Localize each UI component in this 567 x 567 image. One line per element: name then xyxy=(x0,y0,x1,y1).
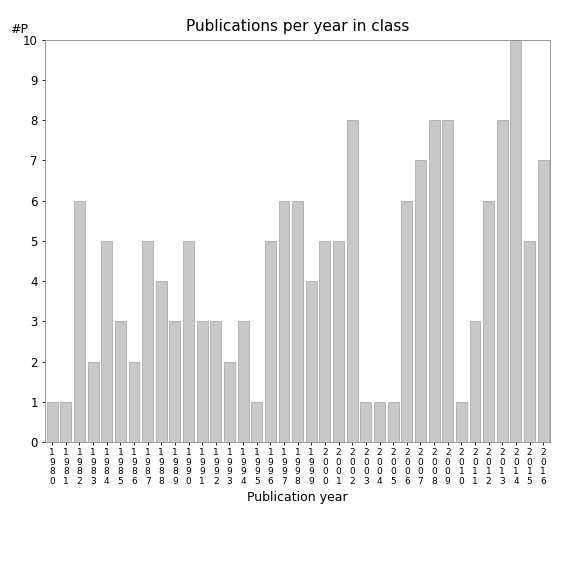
Bar xyxy=(401,201,412,442)
Bar xyxy=(142,241,153,442)
Bar xyxy=(265,241,276,442)
Bar xyxy=(319,241,331,442)
Bar xyxy=(524,241,535,442)
Bar xyxy=(88,362,99,442)
Text: #P: #P xyxy=(10,23,28,36)
Bar xyxy=(60,402,71,442)
Bar xyxy=(46,402,58,442)
Bar xyxy=(170,321,180,442)
Bar xyxy=(442,120,453,442)
Bar xyxy=(469,321,480,442)
Bar xyxy=(197,321,208,442)
Bar xyxy=(74,201,85,442)
Bar xyxy=(374,402,385,442)
Bar xyxy=(510,40,521,442)
Bar xyxy=(388,402,399,442)
Bar xyxy=(497,120,507,442)
Bar xyxy=(224,362,235,442)
Bar xyxy=(429,120,439,442)
Bar xyxy=(456,402,467,442)
Bar xyxy=(183,241,194,442)
Bar xyxy=(347,120,358,442)
Bar xyxy=(251,402,262,442)
Bar xyxy=(415,160,426,442)
X-axis label: Publication year: Publication year xyxy=(247,492,348,505)
Bar xyxy=(129,362,139,442)
Bar xyxy=(101,241,112,442)
Bar xyxy=(210,321,221,442)
Title: Publications per year in class: Publications per year in class xyxy=(186,19,409,35)
Bar xyxy=(115,321,126,442)
Bar xyxy=(333,241,344,442)
Bar xyxy=(156,281,167,442)
Bar xyxy=(278,201,290,442)
Bar xyxy=(538,160,549,442)
Bar xyxy=(306,281,317,442)
Bar xyxy=(292,201,303,442)
Bar xyxy=(361,402,371,442)
Bar xyxy=(238,321,248,442)
Bar xyxy=(483,201,494,442)
